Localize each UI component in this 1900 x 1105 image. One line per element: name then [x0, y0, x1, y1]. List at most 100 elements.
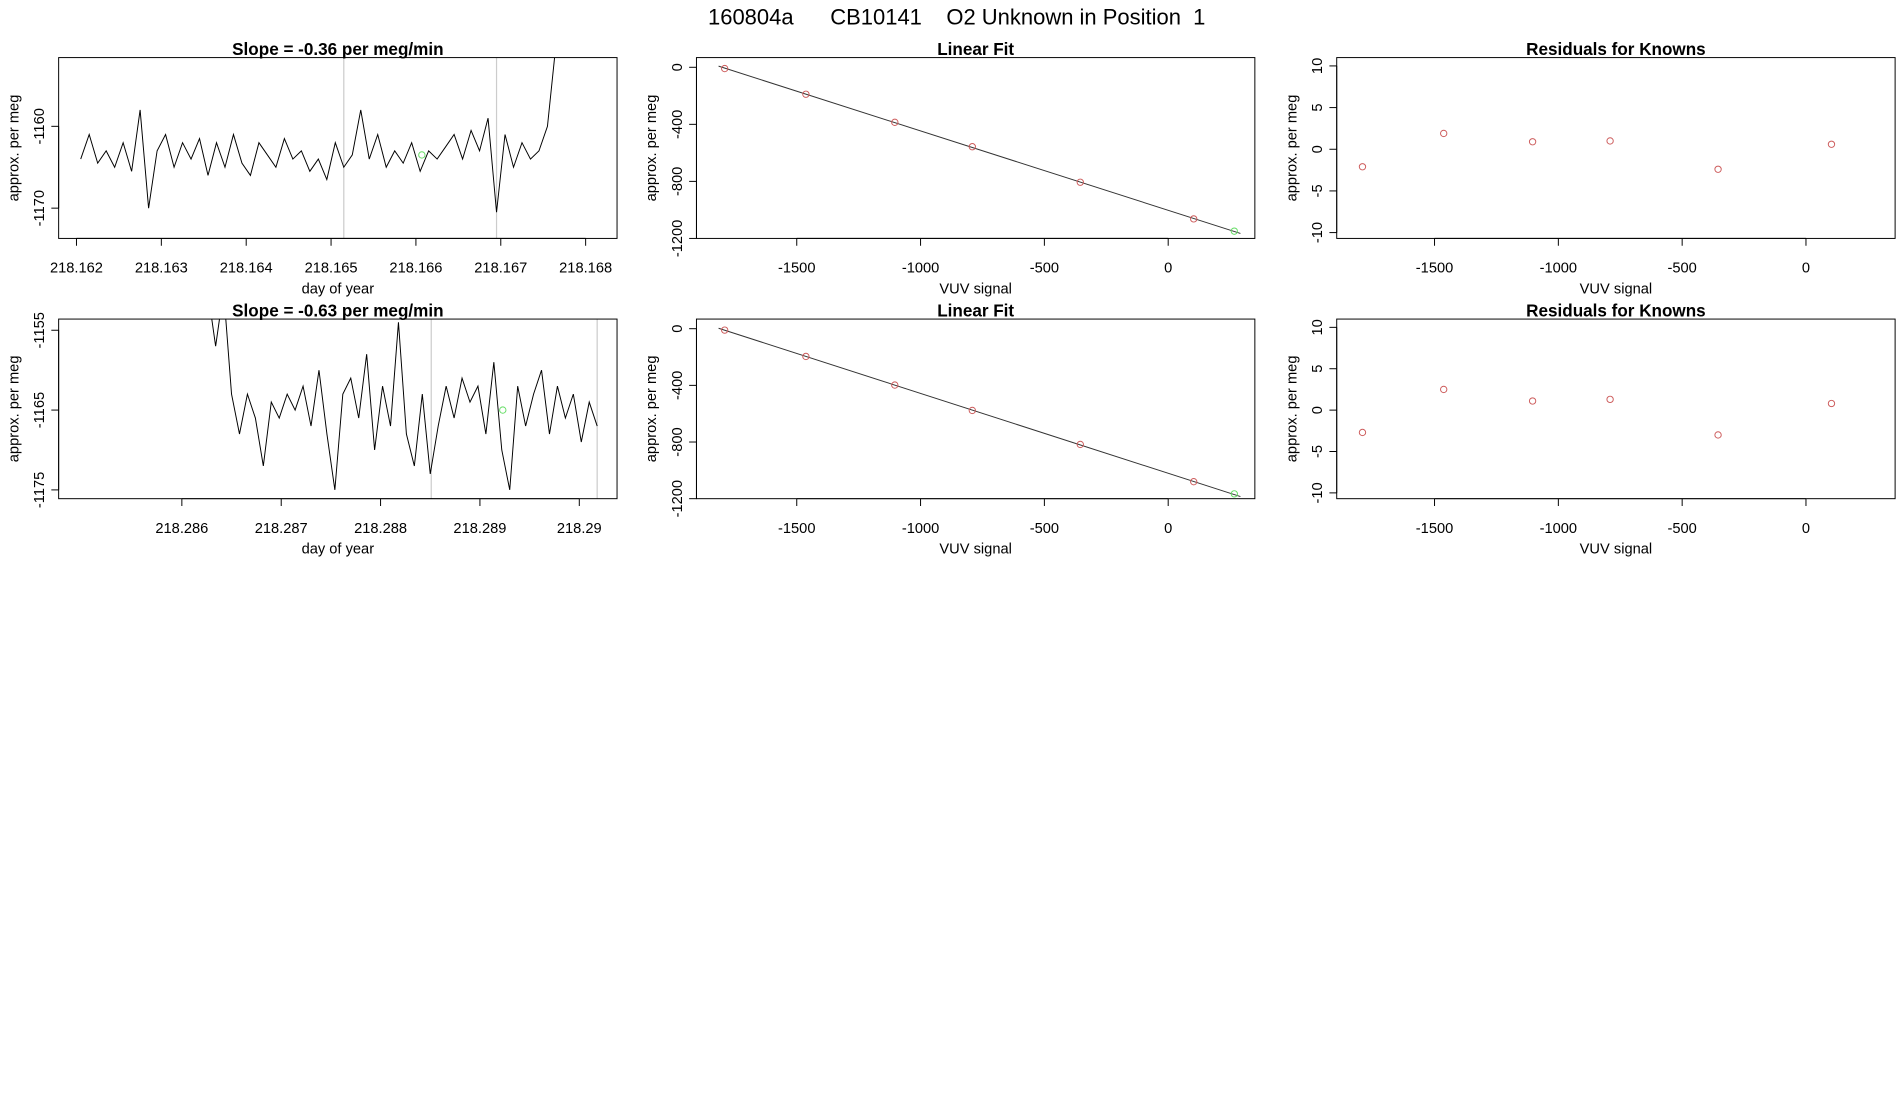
y-tick-label: -800	[670, 427, 686, 456]
x-tick-label: 0	[1802, 261, 1810, 277]
data-line	[211, 319, 598, 490]
panel: Slope = -0.36 per meg/min day of year appr…	[6, 40, 618, 297]
y-axis-label: approx. per meg	[6, 95, 22, 202]
x-tick-label: 0	[1164, 521, 1172, 537]
point	[968, 143, 976, 151]
marker-point	[1230, 227, 1238, 235]
figure-title: 160804a CB10141 O2 Unknown in Position 1	[708, 5, 1205, 30]
y-tick-label: -10	[1310, 222, 1326, 243]
plot-box	[1336, 318, 1896, 500]
point	[1190, 478, 1198, 486]
point	[891, 381, 899, 389]
point	[1528, 397, 1537, 405]
panel-title: Linear Fit	[937, 302, 1014, 321]
panel: Residuals for Knowns VUV signal approx. pe…	[1284, 302, 1896, 558]
plot-box	[58, 57, 618, 239]
panel: Slope = -0.63 per meg/min day of year appr…	[6, 302, 618, 558]
y-tick-label: -1200	[670, 480, 686, 518]
fit-line	[718, 65, 1241, 234]
plot-area	[211, 319, 598, 499]
point	[1190, 215, 1198, 223]
y-axis-label: approx. per meg	[1284, 356, 1300, 463]
x-tick-label: 218.288	[354, 521, 407, 537]
x-tick-label: -1000	[902, 521, 940, 537]
y-tick-label: -1165	[32, 392, 48, 428]
panel-title: Slope = -0.63 per meg/min	[232, 302, 443, 321]
point	[1358, 428, 1367, 437]
x-tick-label: 218.168	[559, 261, 612, 277]
y-tick-label: -400	[670, 371, 686, 400]
y-tick-label: 5	[1310, 104, 1326, 112]
point	[1606, 395, 1614, 404]
y-tick-label: 5	[1310, 365, 1326, 373]
y-axis-label: approx. per meg	[6, 356, 22, 463]
x-tick-label: 218.164	[220, 261, 273, 277]
marker-point	[418, 151, 426, 159]
y-tick-label: 0	[1310, 406, 1326, 414]
point	[1440, 129, 1448, 138]
y-tick-label: -5	[1310, 184, 1326, 197]
y-axis-label: approx. per meg	[644, 95, 660, 202]
plot-box	[58, 318, 618, 500]
panel-title: Linear Fit	[937, 40, 1014, 59]
x-axis-label: VUV signal	[1580, 542, 1653, 558]
x-tick-label: 0	[1802, 521, 1810, 537]
x-tick-label: 218.29	[557, 521, 602, 537]
x-tick-label: 218.163	[135, 261, 188, 277]
plot-area	[718, 326, 1241, 498]
x-tick-label: -1500	[778, 261, 816, 277]
plot-area	[80, 57, 556, 239]
point	[802, 90, 810, 98]
panel: Linear Fit VUV signal approx. per meg -1500…	[644, 302, 1256, 558]
x-tick-label: -1500	[1416, 521, 1454, 537]
x-tick-label: -1000	[1540, 261, 1578, 277]
x-tick-label: -500	[1667, 521, 1696, 537]
x-tick-label: -1500	[778, 521, 816, 537]
x-axis-label: VUV signal	[1580, 281, 1653, 297]
point	[1827, 140, 1836, 148]
point	[1076, 178, 1084, 186]
x-tick-label: -500	[1030, 261, 1059, 277]
point	[1827, 399, 1836, 408]
panel-title: Residuals for Knowns	[1526, 302, 1706, 321]
x-tick-label: 0	[1164, 261, 1172, 277]
y-tick-label: 0	[1310, 145, 1326, 153]
panel-title: Residuals for Knowns	[1526, 40, 1706, 59]
y-tick-label: 10	[1310, 319, 1326, 335]
x-tick-label: 218.162	[50, 261, 103, 277]
y-tick-label: -1175	[32, 472, 48, 508]
point	[1606, 137, 1614, 145]
marker-point	[1230, 490, 1238, 498]
y-tick-label: -1200	[670, 220, 686, 258]
y-tick-label: 0	[670, 63, 686, 71]
x-axis-label: VUV signal	[939, 281, 1012, 297]
point	[891, 118, 899, 127]
x-axis-label: VUV signal	[939, 542, 1012, 558]
point	[1714, 165, 1722, 173]
y-tick-label: -5	[1310, 445, 1326, 458]
x-tick-label: 218.165	[305, 261, 358, 277]
x-axis-label: day of year	[302, 281, 375, 297]
y-axis-label: approx. per meg	[644, 356, 660, 463]
x-tick-label: 218.167	[474, 261, 527, 277]
point	[1714, 431, 1722, 439]
point	[721, 64, 729, 73]
point	[1076, 440, 1084, 449]
plot-area	[718, 64, 1241, 235]
plot-area	[1358, 129, 1836, 173]
y-tick-label: -1170	[32, 190, 48, 226]
y-tick-label: -1160	[32, 108, 48, 144]
x-tick-label: -1000	[902, 261, 940, 277]
x-tick-label: -500	[1030, 521, 1059, 537]
y-axis-label: approx. per meg	[1284, 95, 1300, 202]
x-tick-label: -1500	[1416, 261, 1454, 277]
x-tick-label: 218.166	[389, 261, 442, 277]
plot-box	[1336, 57, 1896, 239]
plot-area	[1358, 385, 1836, 439]
y-tick-label: -800	[670, 167, 686, 196]
panel: Residuals for Knowns VUV signal approx. pe…	[1284, 40, 1896, 297]
x-tick-label: -500	[1667, 261, 1696, 277]
y-tick-label: -400	[670, 110, 686, 139]
point	[802, 352, 810, 361]
